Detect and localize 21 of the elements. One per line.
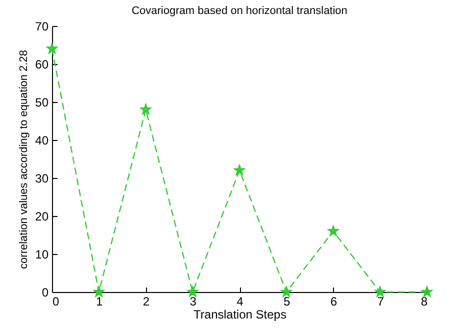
y-tick-label: 30: [35, 172, 49, 186]
y-tick-label: 10: [35, 248, 49, 262]
y-axis-title: correlation values according to equation 2.28: [18, 50, 30, 269]
chart-title: Covariogram based on horizontal translation: [132, 5, 348, 17]
x-tick-label: 5: [284, 294, 291, 308]
y-tick-label: 40: [35, 134, 49, 148]
x-tick-label: 6: [330, 294, 338, 308]
x-tick-label: 3: [190, 294, 197, 308]
x-tick-label: 1: [96, 294, 104, 308]
x-tick-label: 7: [377, 294, 384, 308]
y-tick-label: 50: [35, 96, 49, 110]
x-axis-title: Translation Steps: [194, 308, 286, 322]
x-tick-label: 0: [52, 294, 60, 308]
y-tick-label: 0: [42, 286, 49, 300]
point: [47, 44, 57, 53]
y-tick-label: 60: [35, 58, 49, 72]
x-tick-label: 4: [236, 294, 244, 308]
y-tick-label: 20: [35, 210, 49, 224]
x-tick-label: 2: [142, 294, 150, 308]
y-tick-label: 70: [35, 20, 49, 34]
x-tick-label: 8: [420, 294, 428, 308]
